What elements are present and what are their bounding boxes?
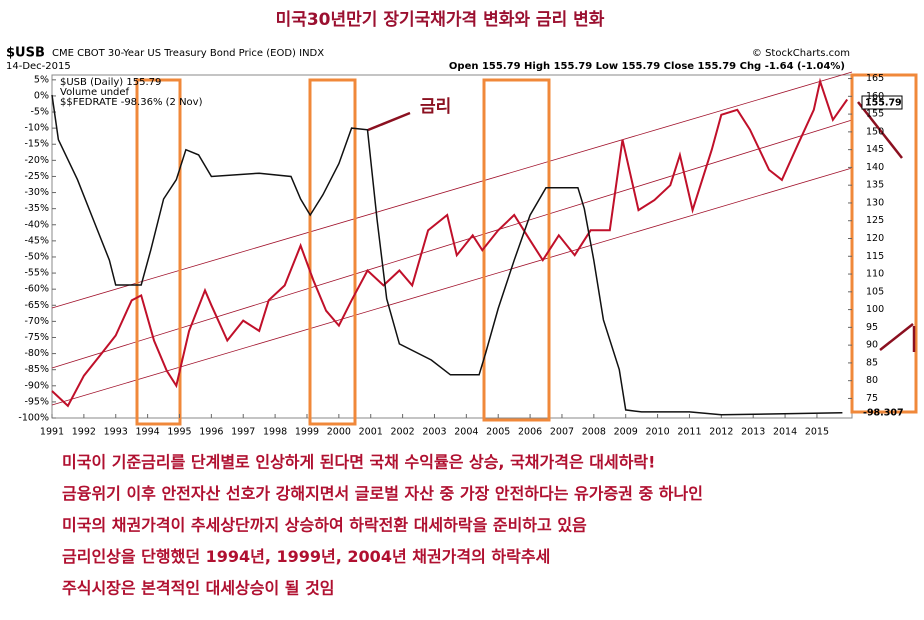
y-tick-label: -20% (24, 155, 49, 166)
last-rate-label: -98.307 (863, 408, 904, 419)
x-tick-label: 2002 (391, 427, 415, 438)
y-tick-label: -70% (24, 316, 49, 327)
y2-tick-label: 85 (866, 357, 878, 368)
y2-tick-label: 90 (866, 340, 878, 351)
y2-tick-label: 100 (866, 304, 884, 315)
y2-tick-label: 130 (866, 197, 884, 208)
series-line (51, 94, 843, 416)
y-tick-label: -60% (24, 284, 49, 295)
x-tick-label: 2014 (773, 427, 797, 438)
y-tick-label: -35% (24, 203, 49, 214)
x-tick-label: 1991 (40, 427, 64, 438)
y2-tick-label: 145 (866, 144, 884, 155)
x-tick-label: 2006 (518, 427, 542, 438)
arrows (367, 101, 916, 352)
highlight-boxes (135, 73, 918, 426)
x-tick-label: 2004 (454, 427, 478, 438)
last-price-box (861, 95, 903, 110)
note-line: 미국의 채권가격이 추세상단까지 상승하여 하락전환 대세하락을 준비하고 있음 (62, 516, 587, 535)
y-tick-label: -5% (31, 107, 50, 118)
y-tick-label: -80% (24, 348, 49, 359)
y-tick-label: -50% (24, 251, 49, 262)
y2-tick-label: 165 (866, 73, 884, 84)
y-tick-label: -65% (24, 300, 49, 311)
y2-tick-label: 125 (866, 215, 884, 226)
y-tick-label: -90% (24, 380, 49, 391)
y2-tick-label: 95 (866, 322, 878, 333)
chart-title: 미국30년만기 장기국채가격 변화와 금리 변화 (276, 10, 605, 30)
y2-tick-label: 75 (866, 393, 878, 404)
x-tick-label: 1993 (104, 427, 128, 438)
x-tick-label: 2000 (327, 427, 351, 438)
y2-tick-label: 135 (866, 180, 884, 191)
y2-tick-label: 80 (866, 375, 878, 386)
x-tick-label: 2015 (805, 427, 829, 438)
legend-entry: $USB (Daily) 155.79 (60, 77, 161, 88)
y-tick-label: -85% (24, 364, 49, 375)
y-tick-label: -40% (24, 219, 49, 230)
y-tick-label: -25% (24, 171, 49, 182)
x-tick-label: 2012 (709, 427, 733, 438)
y2-tick-label: 120 (866, 233, 884, 244)
symbol: $USB (6, 46, 45, 61)
note-line: 주식시장은 본격적인 대세상승이 될 것임 (62, 579, 335, 598)
x-tick-label: 2013 (741, 427, 765, 438)
y2-tick-label: 105 (866, 286, 884, 297)
y2-tick-label: 160 (866, 91, 884, 102)
note-line: 금융위기 이후 안전자산 선호가 강해지면서 글로벌 자산 중 가장 안전하다는… (62, 484, 703, 503)
description: CME CBOT 30-Year US Treasury Bond Price … (52, 48, 324, 59)
x-tick-label: 2007 (550, 427, 574, 438)
y-tick-label: -55% (24, 268, 49, 279)
trend-channel (51, 71, 853, 406)
y2-tick-label: 115 (866, 251, 884, 262)
x-tick-label: 1997 (231, 427, 255, 438)
y-tick-label: -30% (24, 187, 49, 198)
y2-tick-label: 150 (866, 126, 884, 137)
x-tick-label: 2009 (614, 427, 638, 438)
y-tick-label: -10% (24, 123, 49, 134)
x-tick-label: 2010 (645, 427, 669, 438)
note-line: 금리인상을 단행했던 1994년, 1999년, 2004년 채권가격의 하락추… (62, 547, 550, 566)
legend-entry: $$FEDRATE -98.36% (2 Nov) (60, 97, 203, 108)
y-tick-label: 0% (34, 90, 49, 101)
x-tick-label: 1995 (167, 427, 191, 438)
plot-frame (51, 74, 853, 419)
note-line: 미국이 기준금리를 단계별로 인상하게 된다면 국채 수익률은 상승, 국채가격… (62, 453, 655, 472)
y2-tick-label: 110 (866, 269, 884, 280)
x-tick-label: 1994 (136, 427, 160, 438)
y-tick-label: -15% (24, 139, 49, 150)
x-tick-label: 2001 (359, 427, 383, 438)
x-tick-label: 2011 (677, 427, 701, 438)
date: 14-Dec-2015 (6, 61, 71, 72)
x-tick-label: 1998 (263, 427, 287, 438)
series-line (51, 77, 849, 408)
annotation: 금리 (420, 97, 451, 117)
source: © StockCharts.com (752, 48, 850, 59)
x-tick-label: 2005 (486, 427, 510, 438)
y-tick-label: -100% (18, 413, 49, 424)
legend-entry: Volume undef (60, 87, 130, 98)
x-tick-label: 2003 (422, 427, 446, 438)
x-tick-label: 1992 (72, 427, 96, 438)
y2-tick-label: 140 (866, 162, 884, 173)
quote: Open 155.79 High 155.79 Low 155.79 Close… (449, 61, 845, 72)
y-tick-label: -45% (24, 235, 49, 246)
last-price-label: 155.79 (865, 98, 902, 109)
x-tick-label: 2008 (582, 427, 606, 438)
x-tick-label: 1999 (295, 427, 319, 438)
y-tick-label: -75% (24, 332, 49, 343)
y-tick-label: -95% (24, 396, 49, 407)
y2-tick-label: 155 (866, 109, 884, 120)
y-tick-label: 5% (34, 74, 49, 85)
x-tick-label: 1996 (199, 427, 223, 438)
